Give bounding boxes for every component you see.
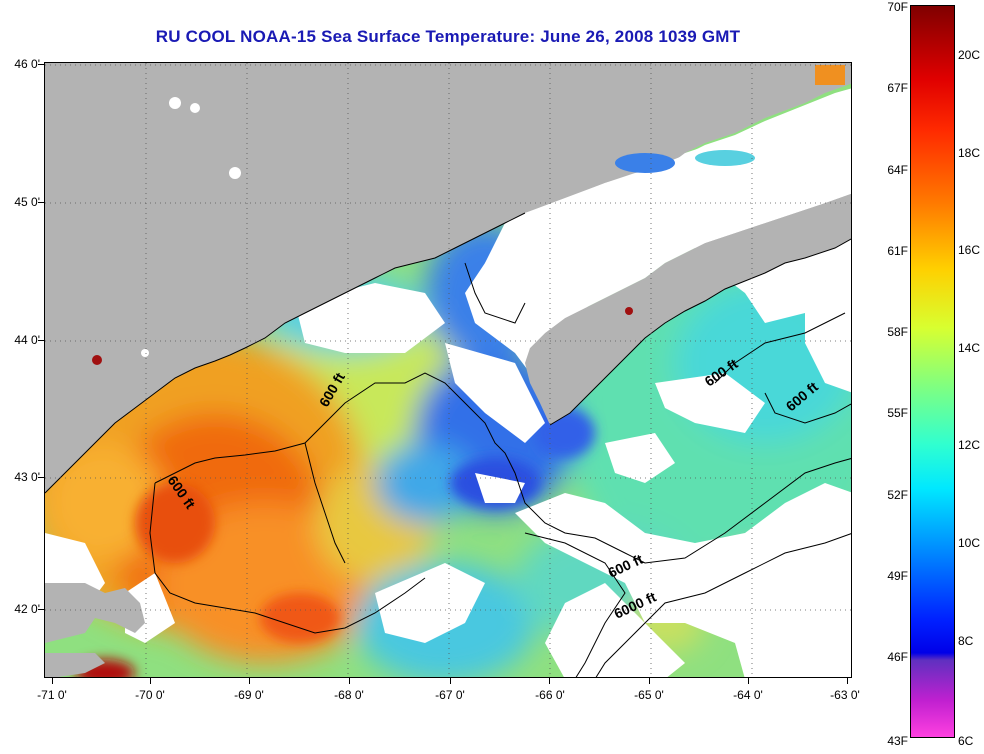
colorbar-c-label: 14C — [958, 341, 981, 355]
lon-tick — [52, 678, 53, 684]
coastal-islands — [92, 65, 845, 365]
colorbar-c-label: 8C — [958, 634, 974, 648]
colorbar-f-label: 61F — [887, 244, 908, 258]
colorbar-f-label: 67F — [887, 81, 908, 95]
colorbar-f-label: 70F — [887, 0, 908, 14]
lon-tick — [748, 678, 749, 684]
latitude-label: 46 0' — [14, 57, 40, 71]
temperature-colorbar — [910, 5, 955, 738]
lon-tick — [150, 678, 151, 684]
latitude-label: 45 0' — [14, 195, 40, 209]
longitude-label: -66 0' — [535, 688, 565, 702]
bathymetry-contours — [149, 262, 851, 677]
colorbar-f-label: 58F — [887, 325, 908, 339]
colorbar-c-label: 20C — [958, 48, 981, 62]
colorbar-c-label: 12C — [958, 438, 981, 452]
colorbar-f-label: 52F — [887, 488, 908, 502]
colorbar-f-label: 64F — [887, 163, 908, 177]
colorbar-f-label: 55F — [887, 406, 908, 420]
colorbar-f-label: 49F — [887, 569, 908, 583]
lon-tick — [450, 678, 451, 684]
longitude-label: -71 0' — [37, 688, 67, 702]
longitude-label: -70 0' — [135, 688, 165, 702]
colorbar-f-label: 46F — [887, 650, 908, 664]
lon-tick — [649, 678, 650, 684]
longitude-label: -65 0' — [634, 688, 664, 702]
lat-tick — [38, 202, 44, 203]
lat-tick — [38, 477, 44, 478]
longitude-label: -64 0' — [733, 688, 763, 702]
lon-tick — [249, 678, 250, 684]
latitude-label: 42 0' — [14, 602, 40, 616]
colorbar-c-label: 18C — [958, 146, 981, 160]
lon-tick — [847, 678, 848, 684]
colorbar-c-label: 10C — [958, 536, 981, 550]
longitude-label: -68 0' — [334, 688, 364, 702]
latitude-label: 44 0' — [14, 333, 40, 347]
colorbar-c-label: 6C — [958, 734, 974, 748]
longitude-label: -63 0' — [830, 688, 860, 702]
lat-tick — [38, 340, 44, 341]
sst-map: 600 ft 600 ft 600 ft 600 ft 600 ft 6000 … — [44, 62, 852, 678]
bay-of-fundy — [485, 88, 851, 348]
coastline — [45, 212, 851, 494]
longitude-label: -67 0' — [435, 688, 465, 702]
colorbar-f-label: 43F — [887, 734, 908, 748]
latitude-label: 43 0' — [14, 470, 40, 484]
lat-tick — [38, 64, 44, 65]
longitude-label: -69 0' — [234, 688, 264, 702]
colorbar-c-label: 16C — [958, 243, 981, 257]
lon-tick — [349, 678, 350, 684]
lat-tick — [38, 609, 44, 610]
lon-tick — [549, 678, 550, 684]
map-title: RU COOL NOAA-15 Sea Surface Temperature:… — [155, 27, 741, 46]
